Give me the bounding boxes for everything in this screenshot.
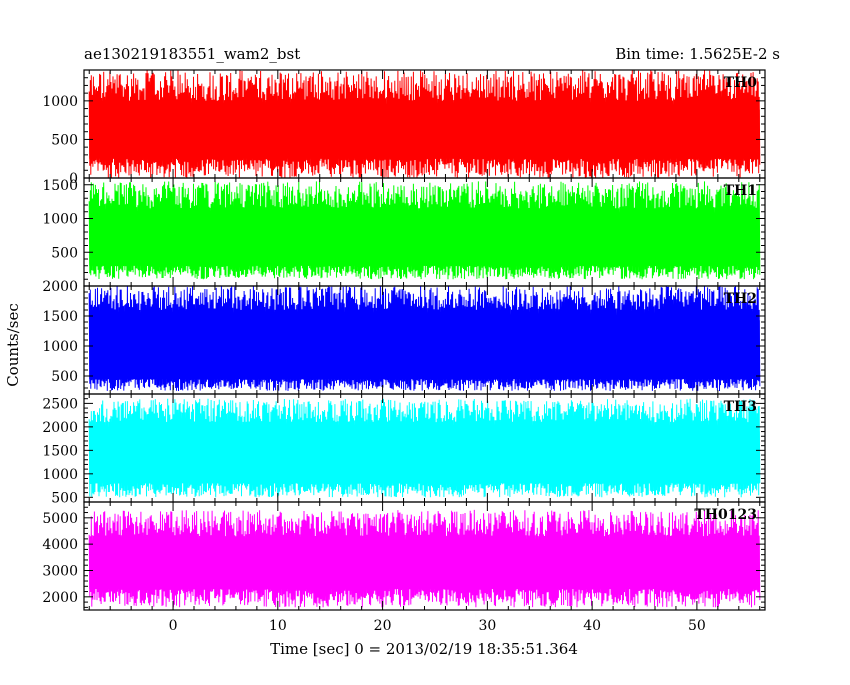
x-tick-label: 30 xyxy=(478,618,496,634)
y-tick-label: 500 xyxy=(51,245,78,261)
y-tick-label: 500 xyxy=(51,490,78,506)
series-line-th1 xyxy=(88,181,761,280)
panel-th0123: 2000 3000 4000 5000 TH0123 xyxy=(42,501,766,611)
panel-th2: 500 1000 1500 2000 TH2 xyxy=(42,279,766,395)
series-line-th0 xyxy=(88,69,761,179)
y-tick-label: 2000 xyxy=(42,279,78,295)
y-tick-label: 1000 xyxy=(42,339,78,355)
x-tick-label: 50 xyxy=(688,618,706,634)
y-tick-label: 1000 xyxy=(42,467,78,483)
plot-title: ae130219183551_wam2_bst xyxy=(84,45,300,63)
panel-label-th1: TH1 xyxy=(724,183,757,199)
x-tick-label: 40 xyxy=(583,618,601,634)
y-tick-label: 0 xyxy=(69,171,78,187)
series-line-th3 xyxy=(88,398,761,498)
y-tick-label: 1500 xyxy=(42,443,78,459)
y-tick-label: 500 xyxy=(51,369,78,385)
series-line-th2 xyxy=(88,285,761,392)
y-tick-label: 1500 xyxy=(42,178,78,194)
panel-label-th3: TH3 xyxy=(724,399,757,415)
panel-th3: 500 1000 1500 2000 2500 TH3 xyxy=(42,393,766,506)
x-tick-label: 0 xyxy=(169,618,178,634)
panel-th1: 500 1000 1500 TH1 xyxy=(42,177,766,287)
y-tick-label: 1000 xyxy=(42,94,78,110)
panel-label-th0: TH0 xyxy=(724,75,758,91)
y-tick-label: 5000 xyxy=(42,511,78,527)
y-tick-label: 3000 xyxy=(42,563,78,579)
panel-label-th0123: TH0123 xyxy=(694,507,757,523)
y-tick-label: 2000 xyxy=(42,590,78,606)
bin-time-label: Bin time: 1.5625E-2 s xyxy=(615,45,780,63)
y-tick-label: 1000 xyxy=(42,212,78,228)
x-tick-label: 20 xyxy=(374,618,392,634)
panel-th0: 0 500 1000 TH0 xyxy=(42,69,766,187)
panel-label-th2: TH2 xyxy=(724,291,757,307)
y-tick-label: 1500 xyxy=(42,309,78,325)
series-line-th0123 xyxy=(88,509,761,608)
x-axis-label: Time [sec] 0 = 2013/02/19 18:35:51.364 xyxy=(270,640,578,658)
y-tick-label: 2000 xyxy=(42,420,78,436)
y-tick-label: 500 xyxy=(51,132,78,148)
y-axis-label: Counts/sec xyxy=(4,303,22,387)
x-tick-label: 10 xyxy=(269,618,287,634)
y-tick-label: 4000 xyxy=(42,537,78,553)
y-tick-label: 2500 xyxy=(42,396,78,412)
